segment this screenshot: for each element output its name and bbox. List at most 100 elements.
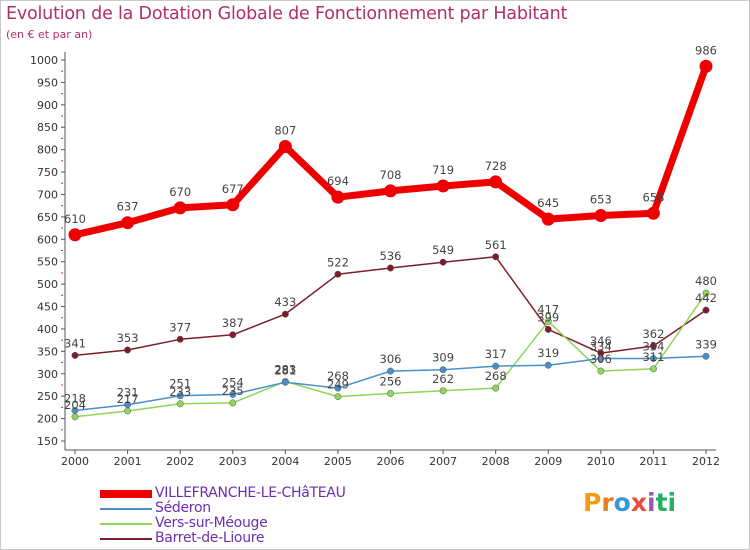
data-point	[439, 258, 447, 266]
data-point	[597, 355, 605, 362]
data-point	[176, 400, 184, 408]
y-tick-label: 250	[37, 390, 58, 403]
data-point	[699, 59, 713, 73]
data-label: 677	[222, 182, 244, 196]
legend-label-barret-de-lioure: Barret-de-Lioure	[155, 530, 265, 546]
data-point	[594, 209, 608, 223]
legend-label-vers-sur-meouge: Vers-sur-Méouge	[155, 515, 268, 531]
logo-letter: t	[655, 488, 668, 517]
data-point	[702, 306, 710, 314]
data-label: 254	[222, 375, 244, 389]
legend-swatch-vers-sur-meouge	[100, 523, 152, 525]
data-point	[331, 190, 345, 204]
x-tick-label: 2004	[271, 455, 299, 468]
y-tick-label: 650	[37, 211, 58, 224]
data-label: 719	[432, 163, 454, 177]
data-point	[387, 390, 394, 397]
data-point	[544, 325, 552, 333]
data-label: 306	[380, 352, 402, 366]
y-tick-label: 500	[37, 278, 58, 291]
y-tick-label: 400	[37, 323, 58, 336]
y-tick-label: 800	[37, 144, 58, 157]
y-tick-label: 850	[37, 121, 58, 134]
y-tick-label: 550	[37, 256, 58, 269]
data-point	[492, 384, 500, 392]
logo-letter: o	[613, 488, 631, 517]
data-label: 317	[485, 347, 507, 361]
data-point	[492, 362, 500, 370]
data-label: 339	[695, 337, 717, 351]
x-tick-label: 2009	[534, 455, 562, 468]
data-label: 346	[590, 334, 612, 348]
data-label: 204	[64, 398, 86, 412]
y-tick-label: 200	[37, 413, 58, 426]
y-tick-label: 350	[37, 345, 58, 358]
data-point	[597, 367, 605, 375]
data-label: 283	[274, 362, 296, 376]
data-label: 217	[117, 392, 139, 406]
x-tick-label: 2002	[166, 455, 194, 468]
data-label: 387	[222, 316, 244, 330]
data-point	[492, 253, 500, 261]
data-label: 399	[537, 310, 559, 324]
y-tick-label: 600	[37, 233, 58, 246]
data-point	[226, 198, 240, 212]
data-point	[541, 212, 555, 226]
data-point	[278, 140, 292, 154]
data-point	[702, 352, 710, 360]
legend-label-villefranche: VILLEFRANCHE-LE-CHâTEAU	[155, 485, 346, 501]
data-label: 268	[485, 369, 507, 383]
x-tick-label: 2000	[61, 455, 89, 468]
x-tick-label: 2008	[482, 455, 510, 468]
series-points	[68, 59, 713, 421]
data-label: 334	[642, 340, 664, 354]
data-point	[229, 390, 237, 398]
data-label: 319	[537, 346, 559, 360]
data-label: 251	[169, 377, 191, 391]
data-point	[489, 175, 503, 189]
data-point	[124, 407, 132, 415]
data-label: 658	[642, 190, 664, 204]
chart-title: Evolution de la Dotation Globale de Fonc…	[6, 4, 568, 24]
data-label: 694	[327, 174, 349, 188]
x-tick-label: 2012	[692, 455, 720, 468]
data-point	[68, 228, 82, 242]
data-point	[71, 407, 79, 414]
data-label: 256	[380, 374, 402, 388]
data-point	[387, 367, 394, 375]
y-tick-label: 1000	[30, 54, 58, 67]
data-point	[334, 393, 342, 401]
series-line-0	[74, 65, 710, 239]
data-point	[649, 355, 657, 362]
data-point	[334, 270, 342, 278]
x-tick-label: 2011	[639, 455, 667, 468]
y-tick-label: 150	[37, 435, 58, 448]
data-label: 610	[64, 212, 86, 226]
logo-letter: P	[583, 488, 602, 517]
data-label: 281	[274, 363, 296, 377]
data-point	[176, 392, 184, 400]
data-label: 268	[327, 369, 349, 383]
data-label: 728	[485, 159, 507, 173]
data-point	[229, 399, 237, 407]
data-label: 637	[117, 200, 139, 214]
x-tick-label: 2007	[429, 455, 457, 468]
x-tick-label: 2010	[587, 455, 615, 468]
data-point	[387, 264, 394, 272]
data-labels: 341 353 377 387 433 522 536 549 561 399 346 362 442 2…	[64, 43, 717, 412]
data-label: 334	[590, 340, 612, 354]
data-point	[384, 184, 397, 198]
data-label: 309	[432, 351, 454, 365]
data-point	[702, 289, 710, 297]
legend-swatch-villefranche	[100, 490, 152, 498]
data-label: 986	[695, 43, 717, 57]
legend-label-sederon: Séderon	[155, 500, 211, 516]
chart-axes: 150 200 250 300 350 400 450 500 550 600 650 700 750 8…	[30, 52, 720, 468]
data-point	[436, 179, 450, 193]
data-point	[649, 342, 657, 350]
data-point	[334, 384, 342, 392]
data-label: 645	[537, 196, 559, 210]
data-point	[124, 346, 132, 354]
data-point	[439, 366, 447, 374]
data-label: 433	[274, 295, 296, 309]
